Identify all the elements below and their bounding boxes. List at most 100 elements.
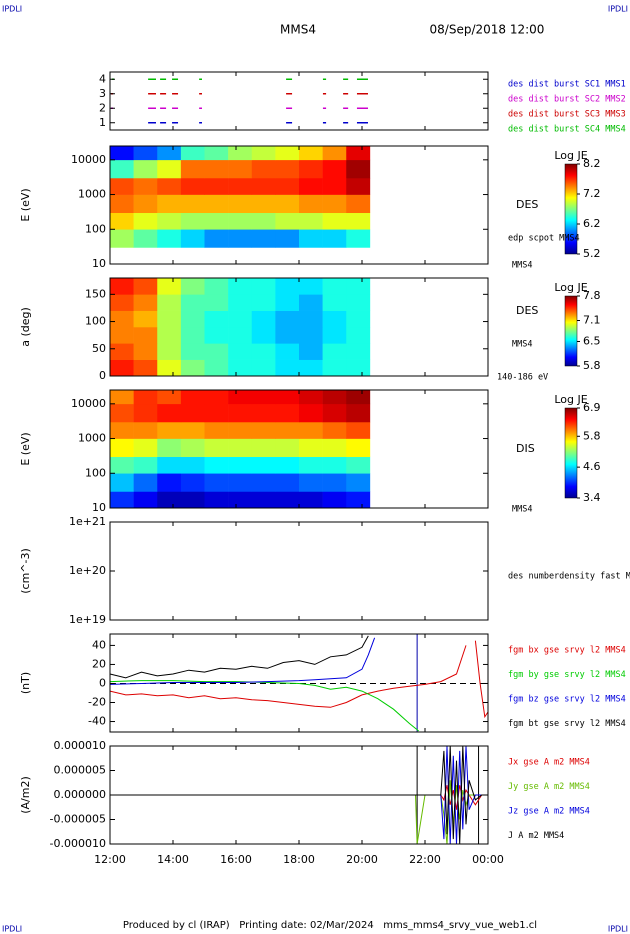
burst-interval bbox=[148, 122, 156, 124]
spectrogram-cell bbox=[275, 491, 300, 509]
y-tick-label: 0.000000 bbox=[54, 788, 107, 801]
spectrogram-cell bbox=[299, 438, 323, 458]
y-tick-label: -40 bbox=[88, 715, 106, 728]
spectrogram-cell bbox=[204, 421, 229, 439]
burst-interval bbox=[322, 122, 327, 124]
spectrogram-cell bbox=[228, 310, 253, 328]
spectrogram-cell bbox=[228, 194, 253, 214]
spectrogram-cell bbox=[299, 146, 323, 161]
spectrogram-cell bbox=[251, 473, 276, 492]
y-tick-label: 0 bbox=[99, 676, 106, 689]
spectrogram-cell bbox=[228, 212, 253, 230]
burst-interval bbox=[286, 78, 293, 80]
spectrogram-cell bbox=[322, 456, 347, 474]
spectrogram-cell bbox=[228, 327, 253, 344]
spectrogram-cell bbox=[322, 403, 347, 423]
spectrogram-cell bbox=[180, 456, 205, 474]
spectrogram-cell bbox=[204, 294, 229, 311]
spectrogram-cell bbox=[346, 456, 371, 474]
colorbar-tick-label: 5.2 bbox=[583, 247, 601, 260]
spectrogram-cell bbox=[133, 294, 158, 311]
side-label: des numberdensity fast M bbox=[508, 572, 630, 582]
spectrogram-cell bbox=[110, 294, 134, 311]
legend-label: des dist burst SC1 MMS1 bbox=[508, 80, 626, 90]
spectrogram-cell bbox=[322, 343, 347, 360]
spectrogram-cell bbox=[346, 159, 371, 179]
spectrogram-cell bbox=[157, 294, 182, 311]
spectrogram-cell bbox=[346, 421, 371, 439]
corner-label: IPDLI bbox=[608, 925, 628, 934]
spectrogram-cell bbox=[228, 403, 253, 423]
spectrogram-cell bbox=[275, 456, 300, 474]
burst-interval bbox=[160, 78, 167, 80]
y-tick-label: 2 bbox=[99, 101, 106, 114]
spectrogram-cell bbox=[322, 310, 347, 328]
spectrogram-cell bbox=[322, 438, 347, 458]
spectrogram-cell bbox=[251, 159, 276, 179]
spectrogram-cell bbox=[180, 294, 205, 311]
y-tick-label: 1e+20 bbox=[69, 564, 106, 577]
side-label: MMS4 bbox=[512, 340, 532, 350]
spectrogram-cell bbox=[346, 177, 371, 195]
y-tick-label: 1000 bbox=[78, 432, 106, 445]
spectrogram-cell bbox=[157, 390, 182, 405]
legend-label: des dist burst SC4 MMS4 bbox=[508, 125, 626, 135]
spectrogram-cell bbox=[275, 146, 300, 161]
spectrogram-cell bbox=[299, 327, 323, 344]
spectrogram-cell bbox=[110, 359, 134, 377]
spectrogram-cell bbox=[228, 278, 253, 295]
spectrogram-cell bbox=[251, 456, 276, 474]
spectrogram-cell bbox=[228, 177, 253, 195]
spectrogram-cell bbox=[346, 194, 371, 214]
y-tick-label: 1 bbox=[99, 116, 106, 129]
spectrogram-cell bbox=[346, 212, 371, 230]
burst-interval bbox=[172, 93, 179, 95]
spectrogram-cell bbox=[110, 473, 134, 492]
legend-label: Jy gse A m2 MMS4 bbox=[508, 782, 590, 792]
spectrogram-cell bbox=[322, 278, 347, 295]
y-tick-label: 100 bbox=[85, 466, 106, 479]
series-line bbox=[110, 785, 488, 810]
y-axis-label: E (eV) bbox=[19, 188, 32, 221]
spectrogram-cell bbox=[299, 343, 323, 360]
spectrogram-cell bbox=[180, 491, 205, 509]
spectrogram-cell bbox=[299, 390, 323, 405]
y-tick-label: 50 bbox=[92, 342, 106, 355]
footer: Produced by cl (IRAP) Printing date: 02/… bbox=[123, 920, 537, 931]
colorbar-tick-label: 8.2 bbox=[583, 157, 601, 170]
series-line bbox=[109, 640, 489, 719]
spectrogram-cell bbox=[346, 294, 371, 311]
spectrogram-cell bbox=[133, 146, 158, 161]
spectrogram-cell bbox=[251, 359, 276, 377]
burst-interval bbox=[356, 78, 368, 80]
spectrogram-cell bbox=[204, 359, 229, 377]
spectrogram-cell bbox=[110, 456, 134, 474]
spectrogram-cell bbox=[251, 403, 276, 423]
burst-interval bbox=[172, 78, 179, 80]
spectrogram-cell bbox=[251, 438, 276, 458]
y-tick-label: 0.000005 bbox=[54, 764, 107, 777]
burst-interval bbox=[286, 107, 293, 109]
side-label: MMS4 bbox=[512, 505, 532, 515]
burst-interval bbox=[160, 122, 167, 124]
spectrogram-cell bbox=[180, 421, 205, 439]
spectrogram-cell bbox=[110, 229, 134, 248]
side-label: DES bbox=[516, 304, 538, 317]
spectrogram-cell bbox=[133, 310, 158, 328]
spectrogram-cell bbox=[157, 359, 182, 377]
series-line bbox=[110, 780, 488, 845]
spectrogram-cell bbox=[180, 159, 205, 179]
spectrogram-cell bbox=[228, 294, 253, 311]
spectrogram-cell bbox=[275, 421, 300, 439]
spectrogram-cell bbox=[204, 310, 229, 328]
legend-label: des dist burst SC3 MMS3 bbox=[508, 110, 626, 120]
spectrogram-cell bbox=[157, 403, 182, 423]
burst-interval bbox=[322, 93, 327, 95]
spectrogram-cell bbox=[251, 294, 276, 311]
spectrogram-cell bbox=[228, 343, 253, 360]
burst-interval bbox=[199, 78, 202, 80]
spectrogram-cell bbox=[110, 159, 134, 179]
colorbar-tick-label: 7.8 bbox=[583, 289, 601, 302]
colorbar-tick-label: 3.4 bbox=[583, 491, 601, 504]
spectrogram-cell bbox=[157, 491, 182, 509]
